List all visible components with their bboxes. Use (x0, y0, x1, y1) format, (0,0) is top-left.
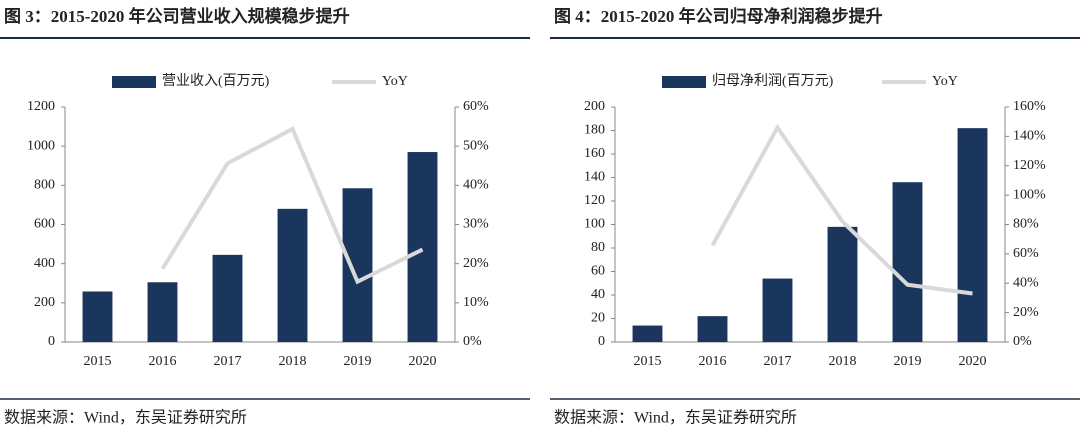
bar (342, 188, 373, 342)
line (710, 123, 973, 296)
y2-tick-label: 20% (1013, 305, 1039, 320)
bar (632, 325, 663, 342)
bar (277, 208, 308, 342)
y2-tick-label: 50% (463, 138, 489, 153)
y-tick-label: 100 (584, 217, 605, 232)
bar (827, 226, 858, 342)
y2-tick-label: 60% (463, 99, 489, 114)
x-tick-label: 2018 (279, 354, 307, 369)
y-tick-label: 600 (34, 217, 55, 232)
legend-label: YoY (932, 74, 958, 89)
chart-title: 图 3：2015-2020 年公司营业收入规模稳步提升 (4, 6, 350, 26)
line (160, 126, 424, 285)
bar (82, 291, 113, 342)
bar (407, 152, 438, 342)
y-tick-label: 0 (598, 334, 605, 349)
y-tick-label: 1200 (27, 99, 55, 114)
y2-tick-label: 140% (1013, 129, 1046, 144)
legend-label: 营业收入(百万元) (162, 73, 270, 89)
legend-label: 归母净利润(百万元) (712, 72, 834, 89)
y2-tick-label: 10% (463, 295, 489, 310)
x-tick-label: 2016 (149, 354, 177, 369)
x-tick-label: 2017 (764, 354, 792, 369)
y-tick-label: 80 (591, 240, 605, 255)
y-tick-label: 180 (584, 123, 605, 138)
y-tick-label: 800 (34, 178, 55, 193)
y2-tick-label: 0% (463, 334, 482, 349)
y2-tick-label: 60% (1013, 246, 1039, 261)
y-tick-label: 60 (591, 264, 605, 279)
x-tick-label: 2019 (344, 354, 372, 369)
bar (957, 128, 988, 342)
y2-tick-label: 40% (1013, 275, 1039, 290)
legend-swatch (662, 76, 706, 88)
source-note: 数据来源：Wind，东吴证券研究所 (554, 409, 797, 427)
bar (697, 316, 728, 342)
x-tick-label: 2019 (894, 354, 922, 369)
y2-tick-label: 120% (1013, 158, 1046, 173)
y-tick-label: 120 (584, 193, 605, 208)
y-tick-label: 200 (584, 99, 605, 114)
x-tick-label: 2020 (959, 354, 987, 369)
y-tick-label: 0 (48, 334, 55, 349)
x-tick-label: 2017 (214, 354, 242, 369)
x-tick-label: 2016 (699, 354, 727, 369)
bar (762, 278, 793, 342)
x-tick-label: 2015 (634, 354, 662, 369)
y-tick-label: 40 (591, 287, 605, 302)
bar (147, 282, 178, 342)
y-tick-label: 400 (34, 256, 55, 271)
legend-label: YoY (382, 74, 408, 89)
source-note: 数据来源：Wind，东吴证券研究所 (4, 409, 247, 427)
y-tick-label: 200 (34, 295, 55, 310)
bar (212, 254, 243, 342)
y2-tick-label: 80% (1013, 217, 1039, 232)
y-tick-label: 160 (584, 146, 605, 161)
y2-tick-label: 160% (1013, 99, 1046, 114)
x-tick-label: 2018 (829, 354, 857, 369)
y-tick-label: 20 (591, 311, 605, 326)
y2-tick-label: 100% (1013, 187, 1046, 202)
y2-tick-label: 40% (463, 178, 489, 193)
x-tick-label: 2015 (84, 354, 112, 369)
y-tick-label: 140 (584, 170, 605, 185)
x-tick-label: 2020 (409, 354, 437, 369)
y-tick-label: 1000 (27, 138, 55, 153)
legend-swatch (112, 76, 156, 88)
y2-tick-label: 20% (463, 256, 489, 271)
y2-tick-label: 30% (463, 217, 489, 232)
bar (892, 182, 923, 342)
y2-tick-label: 0% (1013, 334, 1032, 349)
chart-title: 图 4：2015-2020 年公司归母净利润稳步提升 (554, 6, 883, 26)
